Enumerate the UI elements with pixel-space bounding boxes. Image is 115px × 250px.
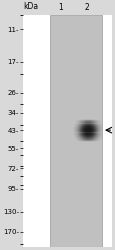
Bar (49, 15, 101, 247)
Text: kDa: kDa (23, 2, 38, 11)
